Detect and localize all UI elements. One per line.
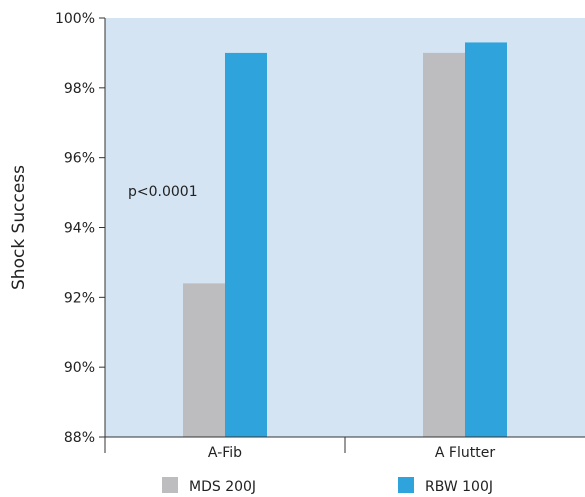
y-tick-label: 96% — [64, 151, 95, 167]
legend: MDS 200J RBW 100J — [162, 477, 493, 495]
legend-label: MDS 200J — [189, 479, 256, 495]
y-tick-label: 92% — [64, 290, 95, 306]
bar-mds-200j — [423, 52, 465, 438]
bar-rbw-100j — [465, 42, 507, 438]
x-tick-label: A-Fib — [208, 445, 242, 461]
y-tick-label: 94% — [64, 221, 95, 237]
p-value-annotation: p<0.0001 — [128, 184, 198, 200]
y-tick-label: 88% — [64, 430, 95, 446]
bar-rbw-100j — [225, 52, 267, 438]
legend-swatch — [162, 477, 178, 493]
legend-swatch — [398, 477, 414, 493]
legend-label: RBW 100J — [425, 479, 493, 495]
x-tick-label: A Flutter — [435, 445, 495, 461]
y-tick-label: 90% — [64, 360, 95, 376]
y-axis-title: Shock Success — [9, 165, 29, 290]
y-tick-label: 100% — [55, 11, 95, 27]
bar-mds-200j — [183, 283, 225, 437]
plot-area — [105, 18, 585, 437]
y-tick-label: 98% — [64, 81, 95, 97]
